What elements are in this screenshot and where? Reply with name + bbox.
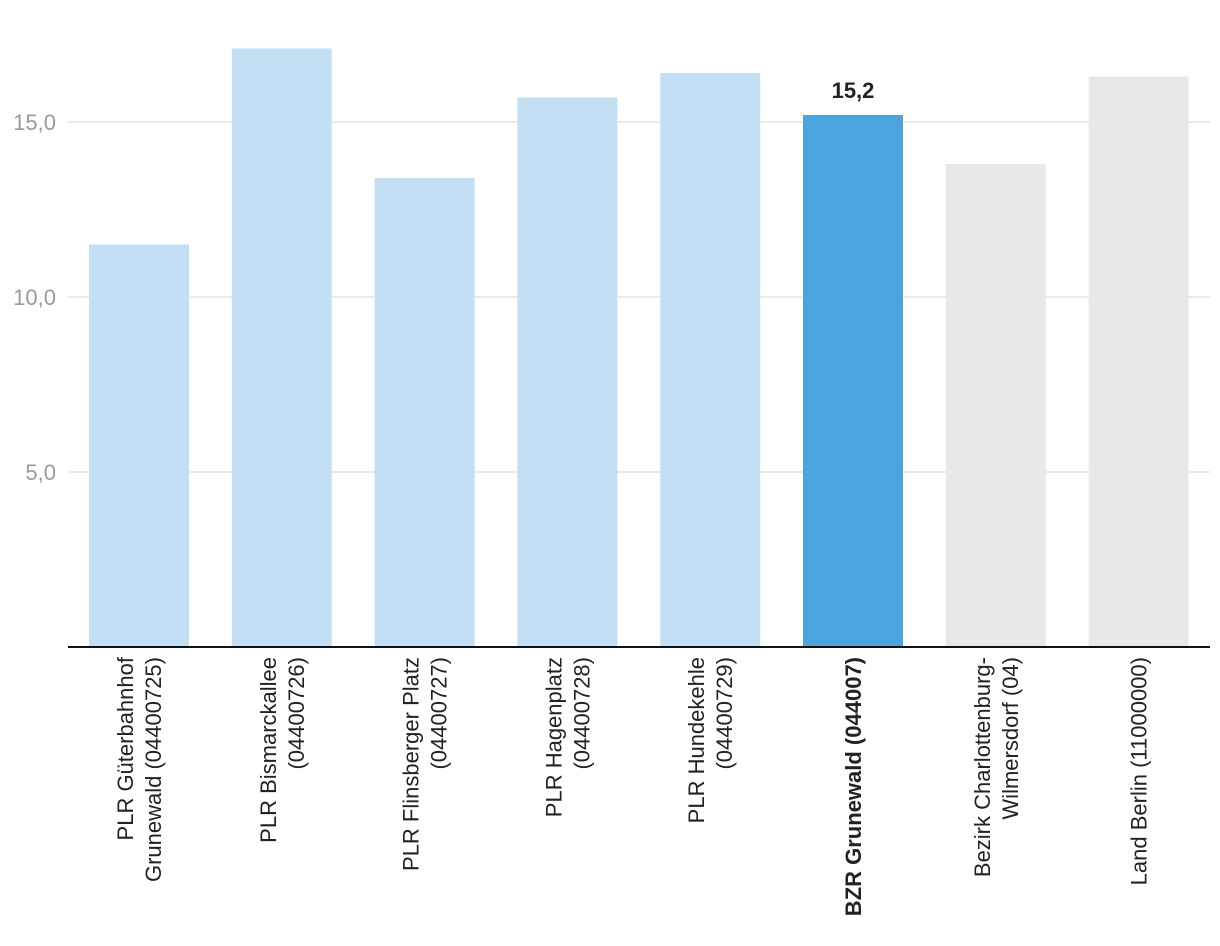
category-label-line: (04400728) bbox=[569, 657, 594, 770]
category-label-line: PLR Bismarckallee bbox=[256, 657, 281, 843]
category-label: Bezirk Charlottenburg- Wilmersdorf (04) bbox=[970, 657, 1023, 877]
category-label-line: Bezirk Charlottenburg- bbox=[970, 657, 995, 877]
y-tick-label: 5,0 bbox=[25, 460, 56, 485]
bar bbox=[660, 73, 761, 647]
bar bbox=[231, 48, 332, 647]
category-label-line: (04400726) bbox=[284, 657, 309, 770]
bar bbox=[374, 178, 475, 647]
category-label: PLR Bismarckallee (04400726) bbox=[256, 657, 309, 843]
category-label-line: PLR Hundekehle bbox=[684, 657, 709, 823]
bar bbox=[517, 97, 618, 647]
category-label: BZR Grunewald (044007) bbox=[841, 657, 866, 916]
category-labels: PLR Güterbahnhof Grunewald (04400725) PLR … bbox=[113, 656, 1152, 916]
y-tick-label: 15,0 bbox=[13, 110, 56, 135]
y-tick-label: 10,0 bbox=[13, 285, 56, 310]
category-label-line: PLR Hagenplatz bbox=[541, 657, 566, 817]
category-label: PLR Hundekehle (04400729) bbox=[684, 657, 737, 823]
y-axis-ticks: 5,0 10,0 15,0 bbox=[13, 110, 56, 485]
bars bbox=[89, 48, 1189, 647]
category-label: Land Berlin (11000000) bbox=[1127, 657, 1152, 885]
bar bbox=[1088, 76, 1189, 647]
category-label: PLR Hagenplatz (04400728) bbox=[541, 657, 594, 817]
bar bbox=[89, 244, 189, 647]
category-label-line: PLR Güterbahnhof bbox=[113, 656, 138, 840]
category-label-line: Land Berlin (11000000) bbox=[1127, 657, 1152, 885]
data-label: 15,2 bbox=[832, 78, 875, 103]
category-label-line: PLR Flinsberger Platz bbox=[399, 657, 424, 871]
category-label: PLR Güterbahnhof Grunewald (04400725) bbox=[113, 656, 166, 882]
data-labels: 15,2 bbox=[832, 78, 875, 103]
category-label: PLR Flinsberger Platz (04400727) bbox=[399, 657, 452, 871]
bar bbox=[803, 115, 903, 647]
category-label-line: Wilmersdorf (04) bbox=[998, 657, 1023, 820]
category-label-line: BZR Grunewald (044007) bbox=[841, 657, 866, 916]
category-label-line: (04400727) bbox=[427, 657, 452, 770]
category-label-line: (04400729) bbox=[712, 657, 737, 770]
category-label-line: Grunewald (04400725) bbox=[141, 657, 166, 882]
bar bbox=[945, 164, 1046, 647]
